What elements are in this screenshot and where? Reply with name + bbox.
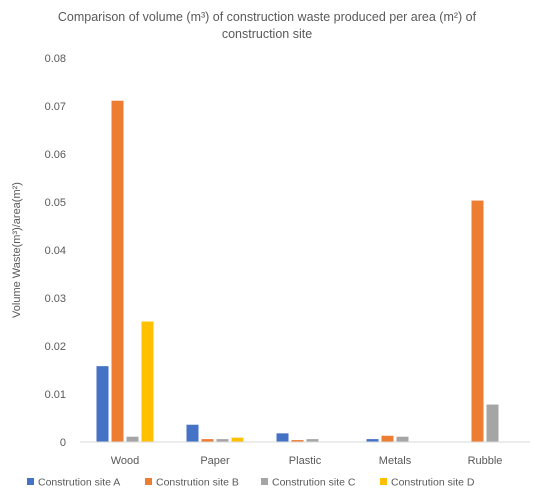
- y-tick-label: 0.03: [45, 293, 66, 305]
- legend-label: Constrution site A: [38, 477, 120, 489]
- chart-title-line-2: construction site: [222, 27, 312, 41]
- bar-paper-series-3: [216, 439, 229, 442]
- bar-plastic-series-2: [291, 440, 304, 442]
- bars: [96, 100, 499, 442]
- y-axis-ticks: 0 0.01 0.02 0.03 0.04 0.05 0.06 0.07 0.08: [45, 53, 66, 449]
- chart-title-line-1: Comparison of volume (m³) of constructio…: [58, 10, 477, 24]
- legend-label: Constrution site D: [391, 477, 475, 489]
- y-tick-label: 0.01: [45, 389, 66, 401]
- bar-plastic-series-1: [276, 433, 289, 442]
- legend-swatch: [380, 478, 387, 485]
- y-tick-label: 0.08: [45, 53, 66, 65]
- x-tick-label: Rubble: [468, 455, 503, 467]
- legend-swatch: [27, 478, 34, 485]
- x-tick-label: Paper: [200, 455, 230, 467]
- y-tick-label: 0.06: [45, 149, 66, 161]
- x-tick-label: Metals: [379, 455, 412, 467]
- y-tick-label: 0.07: [45, 101, 66, 113]
- x-tick-label: Plastic: [289, 455, 322, 467]
- bar-paper-series-2: [201, 439, 214, 442]
- bar-wood-series-4: [141, 321, 154, 442]
- y-axis-title: Volume Waste(m³)/area(m²): [11, 182, 23, 318]
- bar-paper-series-4: [231, 437, 244, 442]
- x-axis-ticks: Wood Paper Plastic Metals Rubble: [111, 455, 503, 467]
- bar-wood-series-3: [126, 436, 139, 442]
- legend-swatch: [145, 478, 152, 485]
- y-tick-label: 0.02: [45, 341, 66, 353]
- bar-rubble-series-3: [486, 404, 499, 442]
- bar-wood-series-1: [96, 366, 109, 442]
- bar-wood-series-2: [111, 100, 124, 442]
- y-tick-label: 0: [60, 437, 66, 449]
- y-tick-label: 0.05: [45, 197, 66, 209]
- bar-metals-series-1: [366, 439, 379, 442]
- bar-metals-series-2: [381, 435, 394, 442]
- bar-paper-series-1: [186, 424, 199, 442]
- legend-label: Constrution site C: [272, 477, 356, 489]
- y-tick-label: 0.04: [45, 245, 66, 257]
- bar-rubble-series-2: [471, 200, 484, 442]
- legend-label: Constrution site B: [156, 477, 239, 489]
- legend-swatch: [261, 478, 268, 485]
- x-tick-label: Wood: [111, 455, 140, 467]
- bar-metals-series-3: [396, 436, 409, 442]
- bar-plastic-series-3: [306, 439, 319, 442]
- legend: Constrution site A Constrution site B Cons…: [27, 477, 475, 489]
